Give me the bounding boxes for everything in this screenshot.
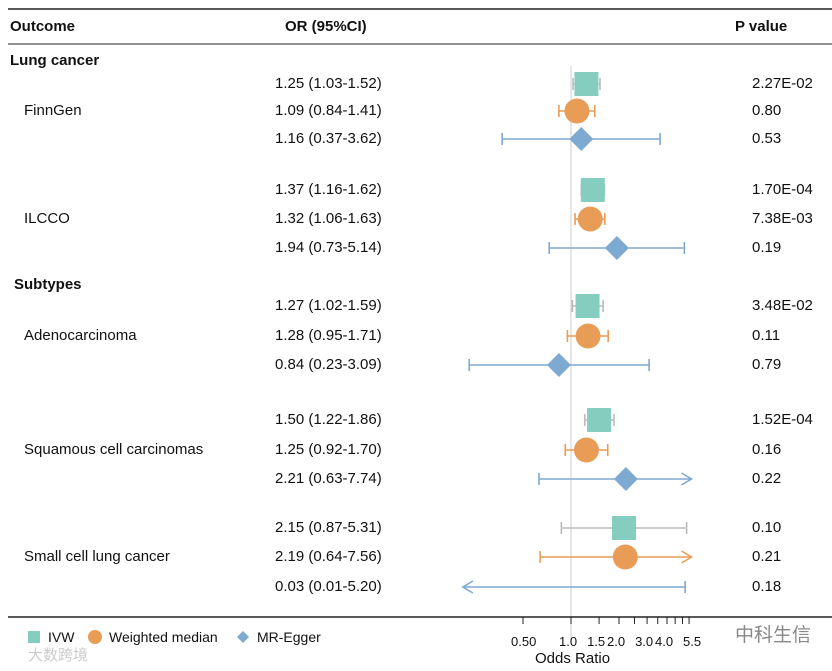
watermark-text-2: 大数跨境 <box>28 647 89 664</box>
legend-mr-egger-icon <box>237 631 249 643</box>
or-ci-text: 1.16 (0.37-3.62) <box>275 130 382 147</box>
ivw-square-marker <box>612 516 637 540</box>
p-value: 0.22 <box>752 470 782 487</box>
x-tick-label: 1.5 <box>587 634 606 649</box>
p-value: 0.10 <box>752 519 782 536</box>
weighted-median-circle-marker <box>577 206 603 232</box>
x-tick-label: 0.50 <box>511 634 537 649</box>
or-ci-text: 2.21 (0.63-7.74) <box>275 470 382 487</box>
ci-arrow-left <box>461 580 474 594</box>
or-ci-text: 1.37 (1.16-1.62) <box>275 181 382 198</box>
ivw-square-marker <box>580 178 605 202</box>
or-ci-text: 1.50 (1.22-1.86) <box>275 411 382 428</box>
or-ci-text: 1.32 (1.06-1.63) <box>275 210 382 227</box>
header-outcome: Outcome <box>10 18 76 35</box>
weighted-median-circle-marker <box>573 437 599 463</box>
header-or: OR (95%CI) <box>285 18 367 35</box>
legend-ivw-icon <box>28 631 40 643</box>
ivw-square-marker <box>574 72 599 96</box>
or-ci-text: 2.15 (0.87-5.31) <box>275 519 382 536</box>
p-value: 0.21 <box>752 548 782 565</box>
p-value: 0.80 <box>752 102 782 119</box>
group-label: ILCCO <box>24 210 70 227</box>
mr-egger-diamond-marker <box>546 353 571 377</box>
or-ci-text: 1.94 (0.73-5.14) <box>275 239 382 256</box>
x-tick-label: 4.0 <box>655 634 674 649</box>
or-ci-text: 0.84 (0.23-3.09) <box>275 356 382 373</box>
p-value: 0.19 <box>752 239 782 256</box>
p-value: 0.16 <box>752 441 782 458</box>
mr-egger-diamond-marker <box>604 236 629 260</box>
or-ci-text: 1.25 (1.03-1.52) <box>275 75 382 92</box>
or-ci-text: 0.03 (0.01-5.20) <box>275 578 382 595</box>
or-ci-text: 2.19 (0.64-7.56) <box>275 548 382 565</box>
mr-egger-diamond-marker <box>569 127 594 151</box>
x-tick-label: 2.0 <box>607 634 626 649</box>
x-tick-label: 3.0 <box>635 634 654 649</box>
legend-label: Weighted median <box>109 629 218 645</box>
ci-arrow-right <box>681 550 694 564</box>
x-axis-label: Odds Ratio <box>535 650 611 667</box>
p-value: 1.52E-04 <box>752 411 813 428</box>
p-value: 0.18 <box>752 578 782 595</box>
or-ci-text: 1.09 (0.84-1.41) <box>275 102 382 119</box>
mr-egger-diamond-marker <box>613 467 638 491</box>
p-value: 1.70E-04 <box>752 181 813 198</box>
watermark-text: 中科生信 <box>735 625 812 646</box>
legend-label: MR-Egger <box>257 629 321 645</box>
group-label: Adenocarcinoma <box>24 327 137 344</box>
group-label: Squamous cell carcinomas <box>24 441 204 458</box>
group-label: FinnGen <box>24 102 82 119</box>
p-value: 0.53 <box>752 130 782 147</box>
or-ci-text: 1.27 (1.02-1.59) <box>275 297 382 314</box>
section-title: Lung cancer <box>10 52 100 69</box>
p-value: 7.38E-03 <box>752 210 813 227</box>
ci-arrow-right <box>681 472 694 486</box>
header-p: P value <box>735 18 788 35</box>
weighted-median-circle-marker <box>575 323 601 349</box>
section-title: Subtypes <box>14 276 82 293</box>
ivw-square-marker <box>575 294 600 318</box>
x-tick-label: 1.0 <box>559 634 578 649</box>
legend-weighted-median-icon <box>88 630 102 644</box>
x-tick-label: 5.5 <box>683 634 702 649</box>
weighted-median-circle-marker <box>612 544 638 570</box>
p-value: 0.11 <box>752 327 781 344</box>
p-value: 3.48E-02 <box>752 297 813 314</box>
or-ci-text: 1.28 (0.95-1.71) <box>275 327 382 344</box>
p-value: 0.79 <box>752 356 782 373</box>
legend-label: IVW <box>48 629 75 645</box>
weighted-median-circle-marker <box>564 98 590 124</box>
ivw-square-marker <box>587 408 612 432</box>
p-value: 2.27E-02 <box>752 75 813 92</box>
group-label: Small cell lung cancer <box>24 548 170 565</box>
or-ci-text: 1.25 (0.92-1.70) <box>275 441 382 458</box>
